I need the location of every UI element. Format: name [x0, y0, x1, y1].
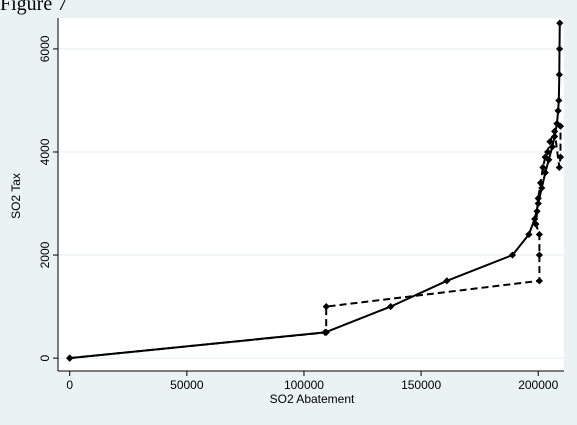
data-point-solid-7 — [534, 199, 542, 208]
plot-area — [58, 18, 564, 371]
data-point-solid-2 — [387, 302, 395, 311]
data-point-dashed-1 — [322, 328, 330, 336]
data-point-solid-14 — [554, 107, 562, 115]
data-point-solid-4 — [508, 251, 517, 259]
y-tick-label-2: 4000 — [38, 138, 52, 165]
y-tick-label-3: 6000 — [38, 35, 52, 62]
data-point-dashed-3 — [535, 277, 544, 285]
data-point-solid-18 — [556, 19, 564, 27]
data-point-dashed-11 — [541, 153, 549, 161]
data-point-solid-5 — [525, 230, 533, 239]
data-point-dashed-9 — [536, 179, 545, 187]
data-point-dashed-4 — [535, 251, 544, 259]
series-line-dashed — [69, 126, 562, 360]
data-point-dashed-13 — [546, 138, 554, 146]
data-point-solid-16 — [555, 71, 563, 79]
y-tick-label-0: 0 — [38, 354, 52, 361]
data-point-dashed-15 — [555, 163, 563, 172]
data-point-dashed-0 — [66, 354, 74, 362]
figure-caption: Figure 7 — [0, 0, 68, 15]
x-tick-label-4: 200000 — [518, 378, 558, 392]
data-point-dashed-7 — [533, 207, 541, 215]
x-tick-label-0: 0 — [66, 378, 73, 392]
data-point-solid-8 — [538, 184, 546, 192]
y-tick-label-1: 2000 — [38, 241, 52, 268]
data-point-solid-11 — [548, 143, 556, 151]
axis-layer: 0 2000 4000 6000 0 50000 100000 150000 200000 — [38, 18, 564, 392]
data-point-dashed-5 — [535, 230, 544, 239]
data-point-dashed-2 — [322, 302, 330, 311]
grid-layer — [58, 48, 564, 359]
data-point-solid-6 — [531, 215, 539, 223]
data-point-solid-9 — [541, 168, 549, 177]
x-axis-label: SO2 Abatement — [270, 392, 355, 406]
data-point-solid-17 — [555, 45, 564, 53]
data-point-dashed-10 — [539, 163, 547, 172]
data-point-solid-15 — [555, 96, 563, 105]
data-point-solid-12 — [551, 132, 559, 141]
data-point-dashed-8 — [534, 194, 542, 202]
data-point-dashed-16 — [556, 153, 565, 161]
data-point-solid-3 — [443, 277, 451, 285]
x-tick-label-3: 150000 — [401, 378, 441, 392]
data-point-solid-13 — [553, 120, 561, 128]
data-point-dashed-14 — [551, 127, 559, 135]
x-tick-label-2: 100000 — [284, 378, 324, 392]
data-point-dashed-17 — [556, 122, 565, 130]
y-axis-label: SO2 Tax — [9, 173, 23, 219]
data-point-dashed-6 — [532, 220, 540, 228]
x-tick-label-1: 50000 — [170, 378, 204, 392]
marker-layer — [66, 19, 565, 362]
data-point-dashed-12 — [544, 148, 552, 156]
